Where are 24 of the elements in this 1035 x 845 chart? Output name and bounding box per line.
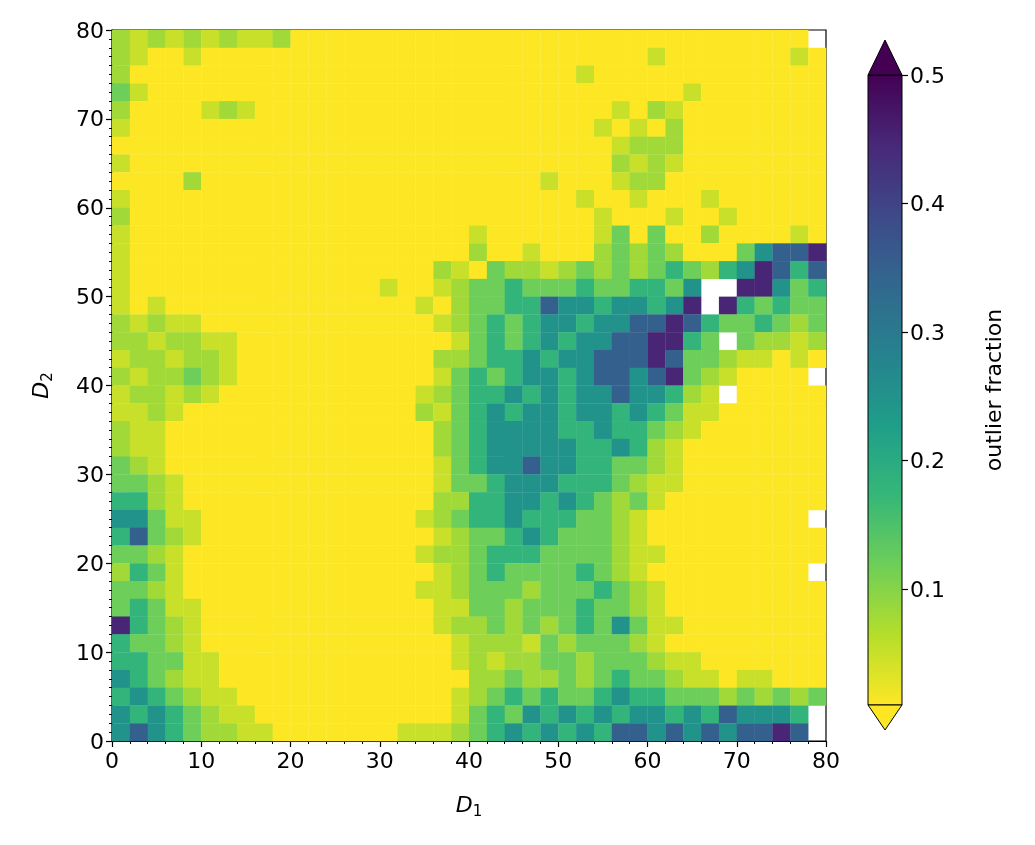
color-bar-label: 0.4 <box>910 191 945 217</box>
y-tick-label: 40 <box>76 373 104 398</box>
x-tick-label: 60 <box>633 747 662 773</box>
color-bar-label: 0.1 <box>910 576 945 602</box>
x-tick-label: 40 <box>455 747 483 773</box>
y-tick-label: 0 <box>90 728 104 754</box>
x-tick-label: 80 <box>812 747 840 773</box>
x-tick-label: 70 <box>722 747 751 773</box>
y-tick-label: 10 <box>76 639 104 665</box>
color-bar-label: 0.2 <box>910 448 945 474</box>
color-bar-title: outlier fraction <box>980 308 1006 472</box>
y-tick-label: 70 <box>76 106 104 132</box>
y-tick-label: 60 <box>76 195 104 221</box>
x-tick-label: 30 <box>365 747 394 773</box>
y-tick-label: 30 <box>76 461 104 487</box>
x-tick-label: 10 <box>187 747 216 773</box>
color-bar-label: 0.3 <box>910 319 945 345</box>
color-bar-label: 0.5 <box>910 62 945 88</box>
x-tick-label: 20 <box>276 747 305 773</box>
x-tick-label: 50 <box>544 747 573 773</box>
y-axis-title: D2 <box>28 372 56 399</box>
y-tick-label: 20 <box>76 550 104 576</box>
y-tick-label: 80 <box>76 17 104 43</box>
y-tick-label: 50 <box>76 284 104 310</box>
